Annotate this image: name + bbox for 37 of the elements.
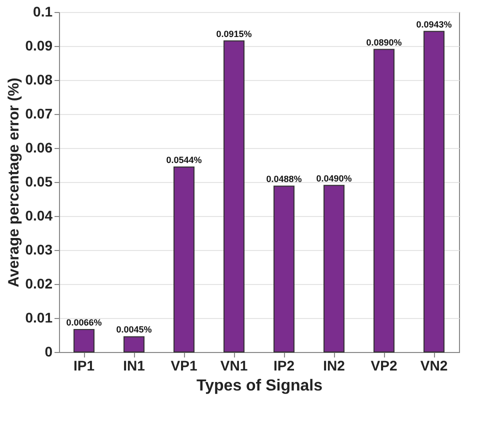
bar	[74, 329, 94, 352]
x-tick-label: VP2	[370, 358, 398, 374]
y-tick-label: 0.09	[25, 38, 53, 54]
data-label: 0.0943%	[416, 19, 452, 30]
y-tick-label: 0.08	[25, 72, 53, 88]
y-tick-label: 0.06	[25, 140, 53, 156]
x-tick-label: IN1	[123, 358, 146, 374]
data-label: 0.0915%	[216, 28, 252, 39]
bar	[174, 166, 194, 352]
x-tick-label: VN2	[420, 358, 448, 374]
x-tick-label: IP1	[73, 358, 95, 374]
bar	[424, 30, 444, 352]
x-tick-label: IP2	[273, 358, 295, 374]
bar	[224, 40, 244, 352]
data-label: 0.0890%	[366, 37, 402, 48]
y-tick-label: 0.05	[25, 174, 53, 190]
bar	[324, 184, 344, 352]
x-axis-title: Types of Signals	[196, 378, 323, 394]
x-tick-label: VN1	[220, 358, 248, 374]
y-tick-label: 0.07	[25, 106, 53, 122]
y-tick-label: 0	[44, 344, 53, 360]
data-label: 0.0490%	[316, 173, 352, 184]
data-label: 0.0066%	[66, 318, 102, 328]
bar	[374, 48, 394, 352]
x-tick-label: IN2	[323, 358, 346, 374]
bar	[274, 186, 294, 352]
bar	[124, 336, 144, 352]
data-label: 0.0488%	[266, 174, 302, 184]
y-tick-label: 0.1	[33, 4, 53, 20]
data-label: 0.0045%	[116, 324, 152, 335]
y-tick-label: 0.03	[25, 242, 53, 258]
x-tick-label: VP1	[170, 358, 198, 374]
y-tick-label: 0.04	[25, 208, 53, 224]
data-label: 0.0544%	[166, 155, 202, 166]
y-tick-label: 0.01	[25, 310, 53, 326]
y-axis-title: Average percentage error (%)	[5, 78, 22, 288]
y-tick-label: 0.02	[25, 276, 53, 292]
